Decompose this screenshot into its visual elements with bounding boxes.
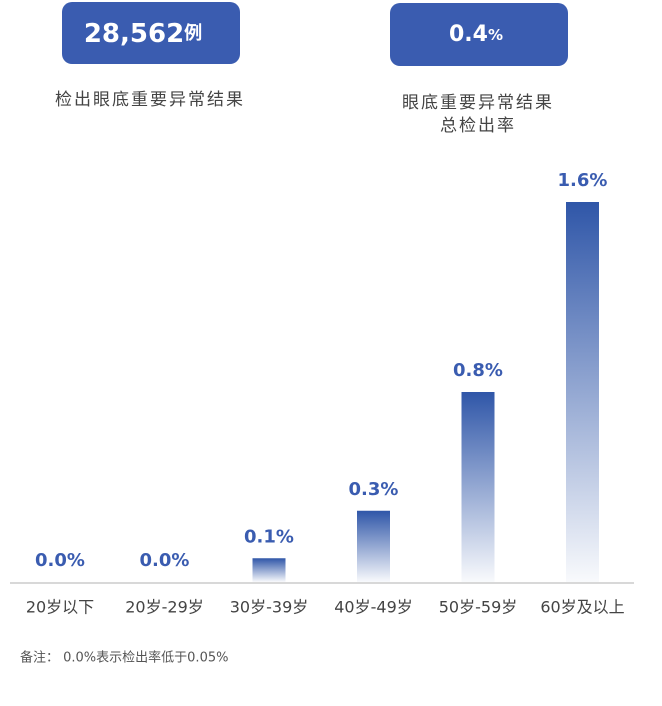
stat-box: [390, 3, 568, 66]
value-label: 0.1%: [244, 526, 294, 547]
value-label: 1.6%: [558, 170, 608, 191]
value-label: 0.0%: [140, 550, 190, 571]
x-tick-label: 20岁-29岁: [125, 598, 204, 617]
stat-value: 0.4%: [449, 22, 503, 47]
bar: [461, 392, 495, 582]
bar: [252, 558, 286, 582]
x-tick-label: 60岁及以上: [540, 598, 624, 617]
stat-label: 检出眼底重要异常结果: [55, 90, 245, 110]
bar: [357, 510, 390, 582]
value-label: 0.0%: [35, 550, 85, 571]
value-label: 0.8%: [453, 360, 503, 381]
x-tick-label: 20岁以下: [26, 598, 94, 617]
x-tick-label: 50岁-59岁: [439, 598, 518, 617]
stat-label: 总检出率: [440, 116, 516, 136]
stat-value: 28,562例: [84, 19, 202, 49]
x-tick-label: 30岁-39岁: [230, 598, 309, 617]
value-label: 0.3%: [349, 479, 399, 500]
bar: [566, 202, 599, 582]
x-tick-label: 40岁-49岁: [334, 598, 413, 617]
stat-label: 眼底重要异常结果: [402, 93, 554, 113]
stat-box: [62, 2, 240, 64]
note: 备注： 0.0%表示检出率低于0.05%: [20, 650, 228, 666]
